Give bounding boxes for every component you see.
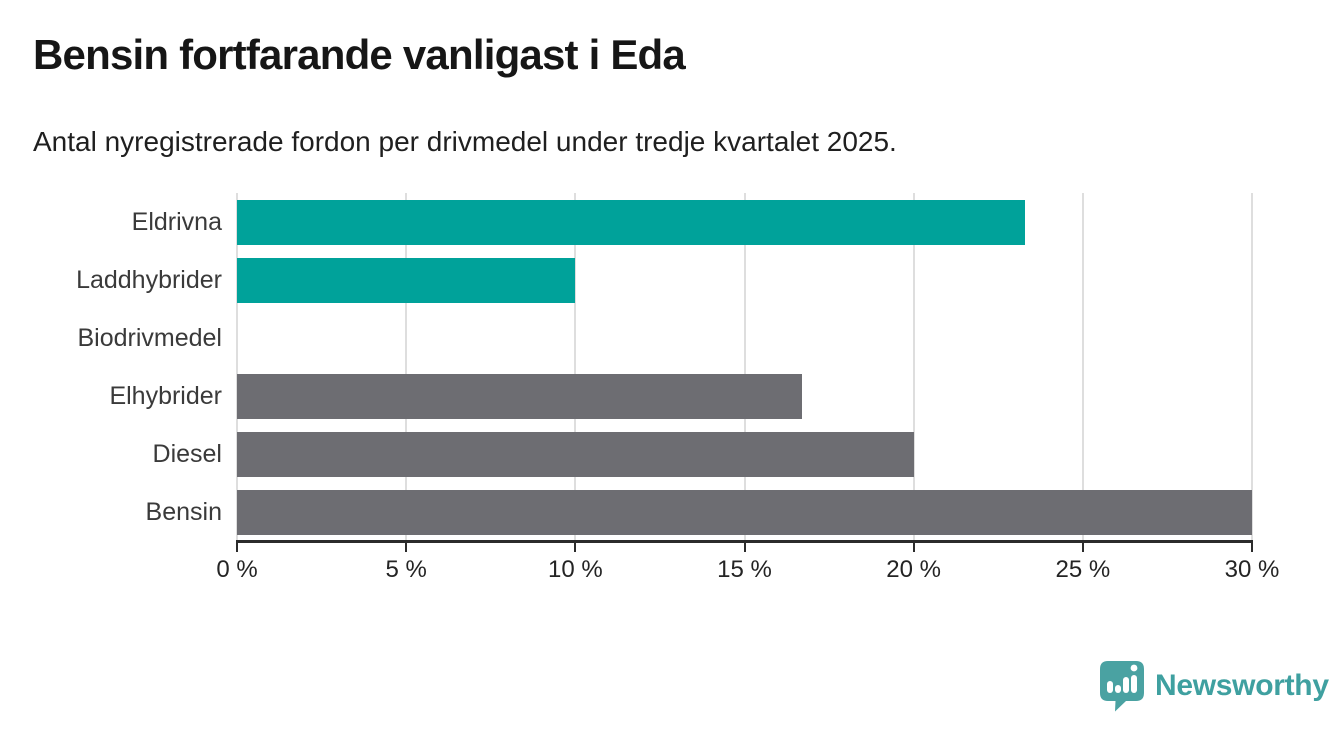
x-axis-line	[236, 540, 1253, 543]
axis-tick-label: 5 %	[385, 556, 427, 583]
axis-tick	[1081, 543, 1084, 552]
axis-tick-label: 15 %	[717, 556, 772, 583]
category-label: Eldrivna	[131, 207, 222, 236]
bar-track	[237, 199, 1252, 245]
category-label: Biodrivmedel	[77, 323, 222, 352]
chart-subtitle: Antal nyregistrerade fordon per drivmede…	[33, 126, 897, 157]
bar-track	[237, 316, 1252, 361]
chart-row: Laddhybrider	[33, 251, 1260, 309]
bar-eldrivna	[237, 199, 1026, 245]
axis-tick	[405, 543, 408, 552]
axis-tick	[236, 543, 238, 552]
x-axis-ticks: 0 % 5 % 10 % 15 % 20 % 25 % 30 %	[216, 543, 1279, 593]
bar-laddhybrider	[237, 257, 576, 303]
bar-track	[237, 257, 1252, 303]
gridlines-layer	[236, 193, 1253, 541]
chart-row: Diesel	[33, 425, 1260, 483]
gridline	[1251, 193, 1253, 541]
bar-diesel	[237, 431, 914, 477]
chart-row: Elhybrider	[33, 367, 1260, 425]
category-label: Diesel	[152, 439, 222, 468]
axis-tick	[1251, 543, 1253, 552]
chart-row: Bensin	[33, 483, 1260, 541]
bar-chart-speech-bubble-icon	[1100, 661, 1144, 712]
axis-tick-label: 20 %	[886, 556, 941, 583]
chart-row: Biodrivmedel	[33, 309, 1260, 367]
bar-track	[237, 489, 1252, 535]
bar-track	[237, 431, 1252, 477]
gridline	[405, 193, 408, 541]
horizontal-bar-chart: Eldrivna Laddhybrider Biodrivmedel Elhybrid…	[33, 193, 1323, 603]
bar-bensin	[237, 489, 1252, 535]
category-label: Elhybrider	[109, 381, 222, 410]
newsworthy-logo-text: Newsworthy	[1155, 669, 1329, 702]
newsworthy-logo: Newsworthy	[1098, 657, 1329, 715]
axis-tick	[574, 543, 577, 552]
gridline	[1081, 193, 1084, 541]
gridline	[236, 193, 238, 541]
chart-rows: Eldrivna Laddhybrider Biodrivmedel Elhybrid…	[33, 193, 1260, 541]
axis-tick-label: 0 %	[216, 556, 258, 583]
gridline	[574, 193, 577, 541]
axis-tick	[743, 543, 746, 552]
chart-row: Eldrivna	[33, 193, 1260, 251]
axis-tick-label: 25 %	[1055, 556, 1111, 583]
category-label: Laddhybrider	[76, 265, 222, 294]
axis-tick-label: 10 %	[547, 556, 603, 583]
bar-elhybrider	[237, 373, 803, 419]
bar-track	[237, 373, 1252, 419]
gridline	[743, 193, 746, 541]
axis-tick-label: 30 %	[1224, 556, 1280, 583]
gridline	[912, 193, 915, 541]
axis-tick	[912, 543, 915, 552]
category-label: Bensin	[145, 497, 222, 526]
page-title: Bensin fortfarande vanligast i Eda	[33, 31, 686, 78]
